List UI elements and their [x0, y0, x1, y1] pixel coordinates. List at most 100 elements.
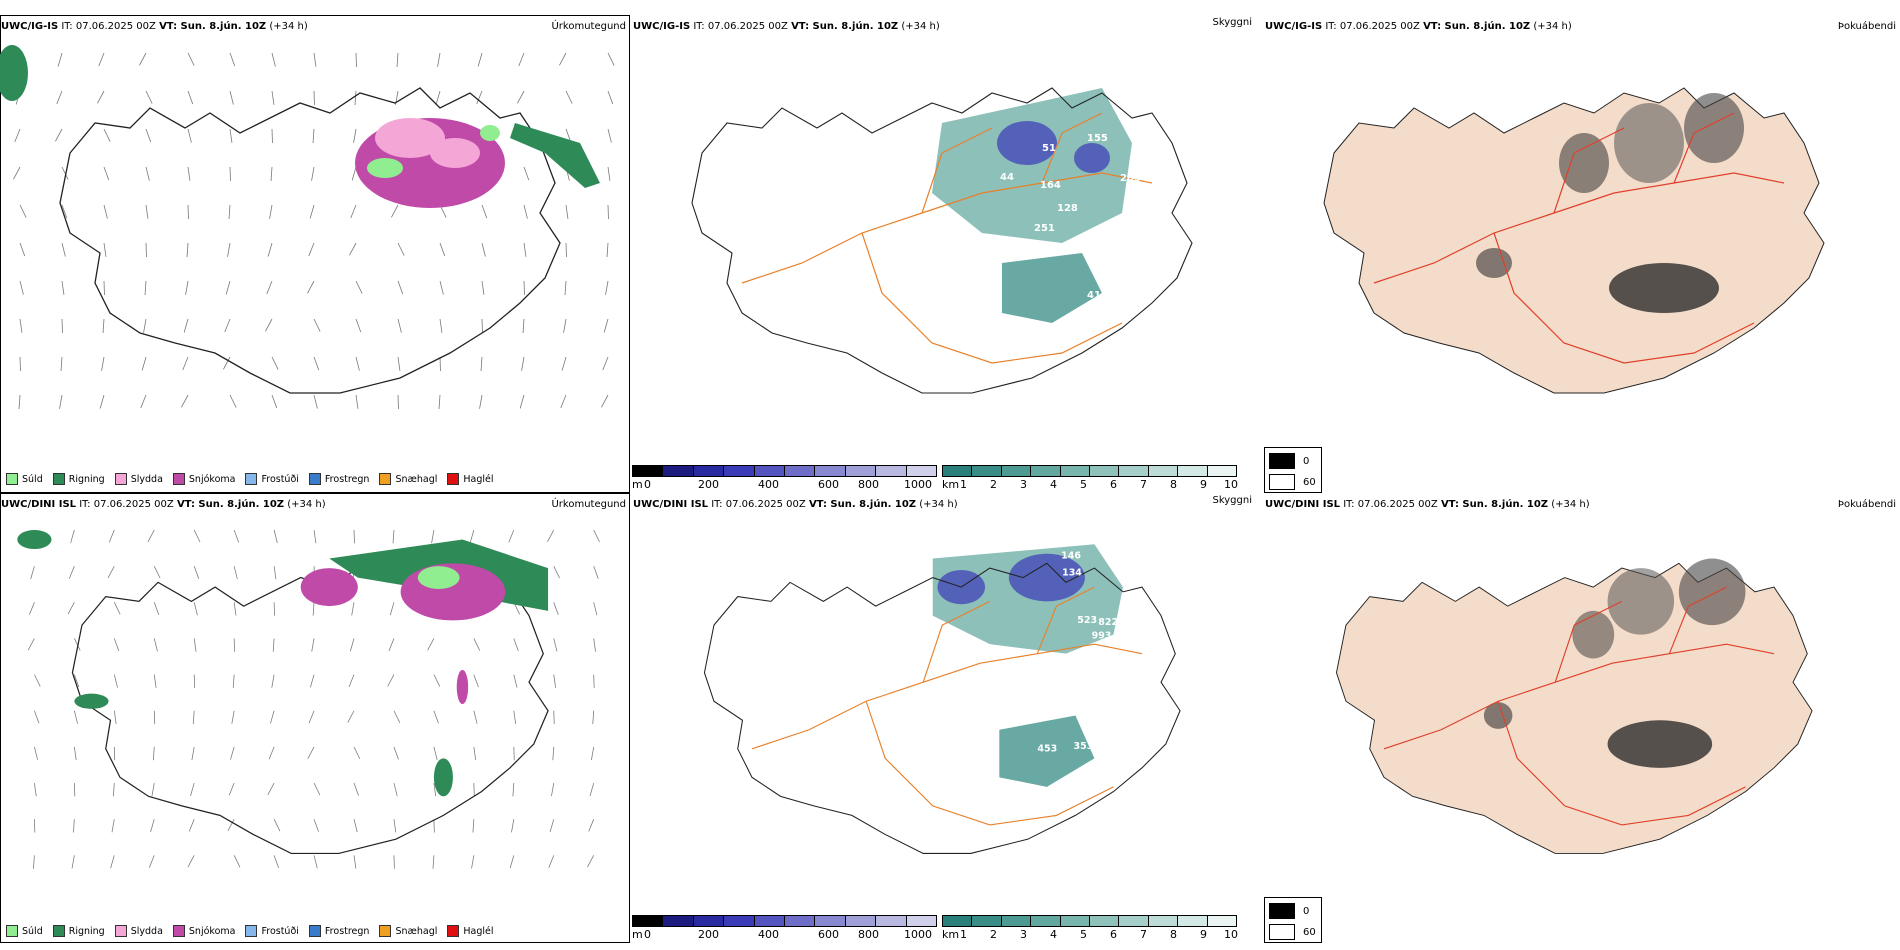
- wind-barb: [512, 783, 515, 797]
- tick-label: 1: [960, 928, 967, 941]
- wind-barb: [103, 166, 110, 181]
- wind-barb: [73, 638, 81, 651]
- tick-label: 2: [990, 478, 997, 491]
- legend-swatch: [172, 925, 185, 937]
- wind-barb: [145, 90, 153, 104]
- legend-item: Súld: [6, 925, 43, 937]
- tick-label: 7: [1140, 478, 1147, 491]
- wind-barb: [55, 128, 63, 142]
- wind-barb: [469, 529, 475, 543]
- wind-barb: [433, 710, 439, 724]
- panel-title: Úrkomutegund: [551, 21, 626, 32]
- wind-barb: [73, 674, 80, 688]
- wind-barb: [19, 242, 26, 257]
- wind-barb: [508, 529, 515, 543]
- wind-barb: [271, 674, 275, 688]
- wind-barb: [273, 819, 281, 832]
- wind-barb: [73, 710, 78, 724]
- wind-barb: [397, 318, 402, 333]
- wind-barb: [265, 318, 273, 332]
- panel-header: UWC/IG-IS IT: 07.06.2025 00Z VT: Sun. 8.…: [633, 21, 940, 32]
- wind-barb: [192, 710, 195, 725]
- panel-header: UWC/DINI ISL IT: 07.06.2025 00Z VT: Sun.…: [1, 499, 326, 510]
- wind-barb: [601, 394, 609, 408]
- wind-barb: [476, 90, 483, 105]
- tick-label: 9: [1200, 478, 1207, 491]
- wind-barb: [33, 855, 35, 869]
- wind-barb: [310, 674, 315, 688]
- wind-barb: [103, 204, 108, 219]
- wind-barb: [14, 128, 21, 143]
- legend-label: Slydda: [130, 925, 163, 937]
- fog-key: 0 60: [1264, 897, 1322, 943]
- wind-barb: [548, 855, 555, 868]
- valid-time: VT: Sun. 8.jún. 10Z: [159, 21, 267, 32]
- wind-barb: [351, 166, 357, 181]
- wind-barb: [113, 602, 121, 615]
- legend-label: Frostúði: [261, 925, 299, 937]
- wind-barb: [113, 674, 118, 688]
- wind-barb: [517, 90, 525, 104]
- vis-label: 44: [1000, 172, 1014, 183]
- panel-title: Skyggni: [1212, 17, 1252, 28]
- wind-barb: [439, 318, 443, 333]
- wind-barb: [61, 204, 68, 219]
- vis-label: 17: [1099, 727, 1112, 738]
- wind-barb: [523, 242, 527, 257]
- wind-barb: [551, 782, 555, 797]
- wind-barb: [560, 394, 567, 409]
- wind-barb: [388, 638, 395, 651]
- model-name: UWC/IG-IS: [1, 21, 59, 32]
- legend-swatch: [114, 473, 127, 485]
- wind-barb: [145, 166, 150, 181]
- vis-label: 822: [1098, 617, 1118, 628]
- vis-label: 51: [1042, 143, 1056, 154]
- wind-barb: [355, 280, 363, 294]
- iceland-outline: [691, 87, 1193, 394]
- tick-label: 6: [1110, 928, 1117, 941]
- wind-barb: [607, 166, 611, 181]
- wind-barb: [233, 566, 238, 580]
- wind-barb: [472, 819, 475, 833]
- wind-barb: [479, 394, 483, 409]
- wind-barb: [427, 638, 435, 651]
- wind-barb: [193, 529, 201, 543]
- tick-label: 6: [1110, 478, 1117, 491]
- fog-key-row: 0: [1269, 453, 1317, 469]
- wind-barb: [229, 90, 234, 105]
- wind-barb: [186, 242, 189, 257]
- unit-label: km: [942, 928, 960, 941]
- wind-barb: [307, 746, 315, 759]
- tick-label: 5: [1080, 478, 1087, 491]
- wind-barb: [152, 746, 155, 761]
- vis-label: 134: [1062, 568, 1082, 579]
- legend-swatch: [379, 473, 392, 485]
- vis-label: 251: [1034, 223, 1055, 234]
- wind-barb: [433, 746, 438, 760]
- wind-barb: [513, 710, 517, 724]
- wind-barb: [521, 356, 525, 371]
- wind-barb: [153, 566, 161, 579]
- wind-barb: [607, 90, 614, 105]
- wind-barb: [349, 242, 357, 256]
- wind-barb: [27, 638, 35, 651]
- vis-label: 146: [1061, 551, 1081, 562]
- wind-barb: [110, 855, 115, 869]
- legend-swatch: [6, 473, 18, 485]
- valid-time: VT: Sun. 8.jún. 10Z: [176, 499, 285, 510]
- wind-barb: [59, 394, 63, 409]
- wind-barb: [313, 318, 321, 332]
- wind-barb: [309, 204, 315, 219]
- wind-barb: [355, 394, 359, 409]
- panel-header: UWC/IG-IS IT: 07.06.2025 00Z VT: Sun. 8.…: [1265, 21, 1572, 32]
- wind-barb: [34, 746, 38, 760]
- wind-barb: [592, 710, 595, 725]
- wind-barb: [432, 855, 435, 869]
- wind-barb: [34, 710, 40, 724]
- wind-barb: [270, 166, 273, 181]
- wind-barb: [70, 529, 75, 543]
- wind-barb: [393, 710, 401, 723]
- wind-barb: [187, 52, 195, 66]
- wind-barb: [103, 128, 111, 142]
- fog-key-swatch: [1269, 474, 1295, 490]
